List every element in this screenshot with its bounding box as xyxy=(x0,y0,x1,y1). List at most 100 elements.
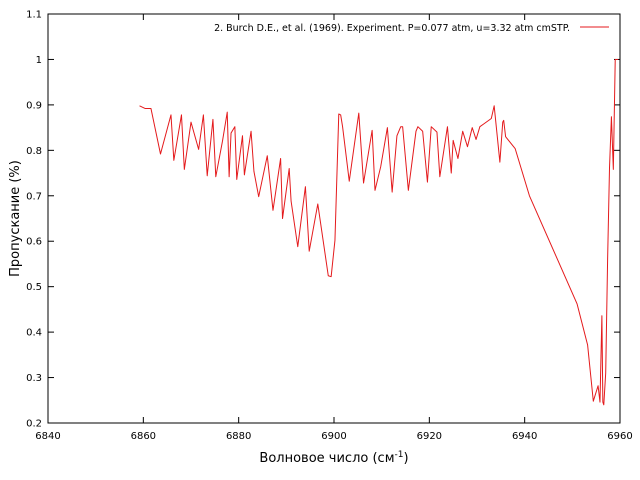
data-point xyxy=(207,175,208,176)
data-point xyxy=(402,126,403,127)
data-point xyxy=(427,182,428,183)
data-point xyxy=(479,126,480,127)
data-point xyxy=(599,402,600,403)
data-point xyxy=(229,176,230,177)
data-point xyxy=(215,176,216,177)
y-axis-label: Пропускание (%) xyxy=(8,160,23,277)
data-point xyxy=(453,140,454,141)
data-point xyxy=(267,155,268,156)
data-point xyxy=(338,113,339,114)
data-point xyxy=(317,203,318,204)
data-point xyxy=(436,132,437,133)
y-axis-ticks: 0.2 0.3 0.4 0.5 0.6 0.7 0.8 0.9 1 1.1 xyxy=(26,10,620,430)
data-point xyxy=(139,105,140,106)
x-axis-ticks: 6840 6860 6880 6900 6920 6940 6960 xyxy=(35,14,633,442)
y-tick-label: 0.6 xyxy=(26,237,42,248)
data-point xyxy=(617,59,618,60)
x-tick-label: 6860 xyxy=(131,431,156,442)
data-point xyxy=(472,127,473,128)
data-point xyxy=(297,246,298,247)
data-point xyxy=(173,160,174,161)
data-point xyxy=(451,172,452,173)
data-point xyxy=(230,132,231,133)
data-point xyxy=(236,179,237,180)
y-tick-label: 0.9 xyxy=(26,100,42,111)
data-point xyxy=(203,114,204,115)
legend: 2. Burch D.E., et al. (1969). Experiment… xyxy=(214,23,609,34)
data-point xyxy=(170,114,171,115)
data-point xyxy=(593,401,594,402)
data-point xyxy=(462,131,463,132)
data-point xyxy=(587,344,588,345)
data-point xyxy=(331,276,332,277)
data-point xyxy=(349,181,350,182)
data-point xyxy=(601,315,602,316)
data-point xyxy=(340,114,341,115)
data-point xyxy=(150,108,151,109)
data-point xyxy=(242,135,243,136)
data-point xyxy=(597,385,598,386)
data-point xyxy=(577,303,578,304)
data-point xyxy=(181,114,182,115)
data-point xyxy=(475,139,476,140)
data-point xyxy=(605,372,606,373)
plot-frame xyxy=(47,13,621,424)
data-point xyxy=(363,182,364,183)
x-axis-label: Волновое число (см-1) xyxy=(259,450,408,466)
data-point xyxy=(358,112,359,113)
data-point xyxy=(602,402,603,403)
data-point xyxy=(334,240,335,241)
data-point xyxy=(222,141,223,142)
x-tick-label: 6840 xyxy=(35,431,60,442)
y-tick-label: 0.7 xyxy=(26,191,42,202)
data-point xyxy=(305,186,306,187)
y-tick-label: 1.1 xyxy=(26,10,42,21)
x-tick-label: 6900 xyxy=(321,431,346,442)
data-point xyxy=(212,119,213,120)
data-point xyxy=(190,122,191,123)
y-tick-label: 0.5 xyxy=(26,282,42,293)
data-point xyxy=(422,131,423,132)
data-point xyxy=(328,275,329,276)
data-point xyxy=(417,126,418,127)
series-line xyxy=(139,58,619,406)
data-point xyxy=(272,210,273,211)
y-tick-label: 0.8 xyxy=(26,146,42,157)
data-point xyxy=(253,171,254,172)
data-point xyxy=(280,158,281,159)
data-point xyxy=(499,162,500,163)
data-point xyxy=(289,168,290,169)
data-point xyxy=(503,120,504,121)
data-point xyxy=(483,123,484,124)
data-point xyxy=(342,126,343,127)
data-point xyxy=(609,167,610,168)
data-point xyxy=(529,195,530,196)
y-tick-label: 0.2 xyxy=(26,419,42,430)
data-point xyxy=(611,116,612,117)
y-tick-label: 1 xyxy=(36,55,42,66)
data-point xyxy=(396,135,397,136)
data-point xyxy=(415,131,416,132)
y-tick-label: 0.3 xyxy=(26,373,42,384)
data-point xyxy=(282,218,283,219)
data-point xyxy=(160,153,161,154)
data-point xyxy=(505,136,506,137)
data-point xyxy=(467,146,468,147)
data-point xyxy=(198,149,199,150)
data-point xyxy=(184,169,185,170)
data-point xyxy=(392,192,393,193)
data-point xyxy=(607,259,608,260)
data-point xyxy=(400,126,401,127)
data-point xyxy=(616,59,617,60)
x-tick-label: 6920 xyxy=(417,431,442,442)
data-point xyxy=(447,126,448,127)
data-point xyxy=(613,169,614,170)
x-tick-label: 6960 xyxy=(607,431,632,442)
data-point xyxy=(439,176,440,177)
data-point xyxy=(502,122,503,123)
data-point xyxy=(457,158,458,159)
series-layer xyxy=(139,58,619,406)
data-point xyxy=(244,174,245,175)
data-point xyxy=(291,201,292,202)
data-point xyxy=(227,112,228,113)
